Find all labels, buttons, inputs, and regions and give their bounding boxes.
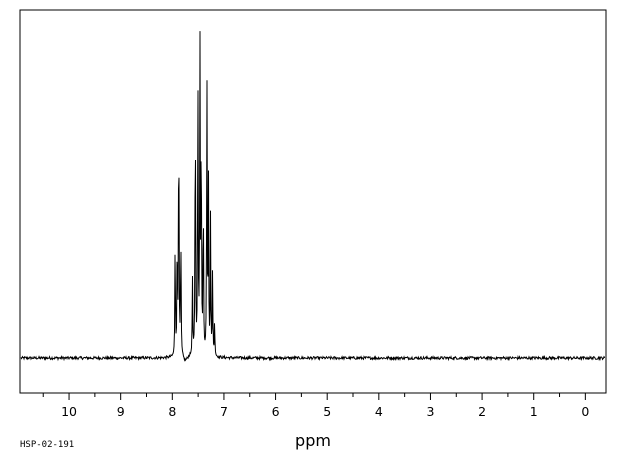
x-tick-label: 5 xyxy=(323,404,331,419)
x-tick-label: 3 xyxy=(426,404,434,419)
spectrum-code-label: HSP-02-191 xyxy=(20,440,74,450)
x-tick-label: 1 xyxy=(530,404,538,419)
x-tick-label: 0 xyxy=(581,404,589,419)
x-axis-ticks xyxy=(42,393,586,400)
x-tick-label: 7 xyxy=(220,404,228,419)
x-tick-label: 2 xyxy=(478,404,486,419)
plot-frame xyxy=(19,9,607,394)
x-tick-label: 10 xyxy=(61,404,77,419)
x-tick-label: 6 xyxy=(272,404,280,419)
spectrum-line xyxy=(20,31,606,362)
x-axis-tick-labels: 10 9 8 7 6 5 4 3 2 1 0 xyxy=(61,404,589,419)
x-tick-label: 8 xyxy=(168,404,176,419)
x-tick-label: 9 xyxy=(117,404,125,419)
x-axis-label: ppm xyxy=(295,431,331,450)
x-tick-label: 4 xyxy=(375,404,383,419)
